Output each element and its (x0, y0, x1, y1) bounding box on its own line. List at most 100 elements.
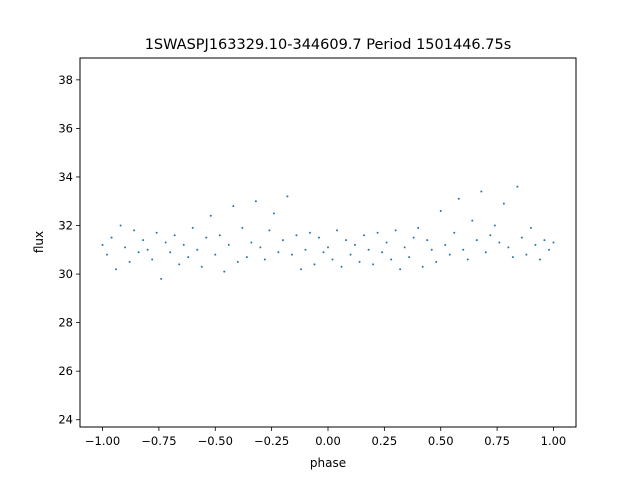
y-tick-label: 26 (58, 364, 73, 378)
data-point (227, 243, 230, 246)
data-point (245, 256, 248, 259)
data-point (466, 258, 469, 261)
data-point (299, 268, 302, 271)
data-point (304, 248, 307, 251)
data-point (286, 195, 289, 198)
data-point (281, 239, 284, 242)
data-point (336, 229, 339, 232)
data-point (124, 246, 127, 249)
data-point (191, 226, 194, 229)
data-point (187, 256, 190, 259)
data-point (268, 229, 271, 232)
data-point (457, 197, 460, 200)
x-tick-label: −0.75 (141, 434, 176, 448)
data-point (358, 260, 361, 263)
data-point (331, 258, 334, 261)
data-point (106, 253, 109, 256)
data-point (529, 226, 532, 229)
data-point (354, 243, 357, 246)
data-point (133, 229, 136, 232)
data-point (295, 234, 298, 237)
data-point (489, 234, 492, 237)
data-point (417, 226, 420, 229)
data-point (525, 253, 528, 256)
data-point (547, 248, 550, 251)
data-point (484, 251, 487, 254)
data-point (367, 248, 370, 251)
data-point (471, 219, 474, 222)
data-point (178, 263, 181, 266)
data-point (223, 270, 226, 273)
data-point (119, 224, 122, 227)
data-point (218, 234, 221, 237)
data-point (137, 251, 140, 254)
data-point (475, 239, 478, 242)
data-point (507, 246, 510, 249)
x-tick-label: 0.50 (428, 434, 454, 448)
data-point (151, 258, 154, 261)
data-point (160, 277, 163, 280)
data-point (290, 253, 293, 256)
data-point (376, 231, 379, 234)
y-axis-label: flux (32, 231, 46, 253)
data-point (462, 248, 465, 251)
data-point (520, 236, 523, 239)
data-point (399, 268, 402, 271)
x-tick-label: −0.50 (198, 434, 233, 448)
x-tick-label: −1.00 (85, 434, 120, 448)
data-point (101, 243, 104, 246)
data-point (205, 236, 208, 239)
data-point (435, 260, 438, 263)
data-point (493, 224, 496, 227)
data-point (110, 236, 113, 239)
data-point (345, 239, 348, 242)
data-point (232, 205, 235, 208)
data-point (538, 258, 541, 261)
x-tick-label: −0.25 (254, 434, 289, 448)
x-axis-ticks: −1.00 −0.75 −0.50 −0.25 0.00 0.25 0.50 0.75 1.00 (85, 427, 566, 448)
chart-title: 1SWASPJ163329.10-344609.7 Period 1501446… (145, 37, 512, 53)
y-axis-ticks: 24 26 28 30 32 34 36 38 (58, 73, 80, 427)
data-point (394, 229, 397, 232)
data-point (426, 239, 429, 242)
data-point (502, 202, 505, 205)
data-point (444, 243, 447, 246)
y-tick-label: 24 (58, 413, 73, 427)
data-point (115, 268, 118, 271)
data-point (439, 209, 442, 212)
data-point (200, 265, 203, 268)
data-point (254, 200, 257, 203)
data-point (372, 263, 375, 266)
data-point (408, 256, 411, 259)
y-tick-label: 28 (58, 316, 73, 330)
y-tick-label: 32 (58, 219, 73, 233)
data-point (552, 241, 555, 244)
data-point (453, 231, 456, 234)
data-point (196, 248, 199, 251)
data-point (173, 234, 176, 237)
data-point (363, 234, 366, 237)
y-tick-label: 38 (58, 73, 73, 87)
data-point (259, 246, 262, 249)
y-tick-label: 30 (58, 267, 73, 281)
data-point (164, 241, 167, 244)
data-point (214, 253, 217, 256)
data-point (317, 236, 320, 239)
data-point (381, 251, 384, 254)
data-point (322, 251, 325, 254)
x-tick-label: 1.00 (541, 434, 567, 448)
data-point (313, 263, 316, 266)
y-tick-label: 34 (58, 170, 73, 184)
data-point (209, 214, 212, 217)
data-point (182, 243, 185, 246)
data-point (128, 260, 131, 263)
data-point (511, 256, 514, 259)
data-point (403, 246, 406, 249)
data-point (498, 241, 501, 244)
x-tick-label: 0.25 (372, 434, 398, 448)
data-point (430, 248, 433, 251)
data-point (146, 248, 149, 251)
data-point (412, 236, 415, 239)
